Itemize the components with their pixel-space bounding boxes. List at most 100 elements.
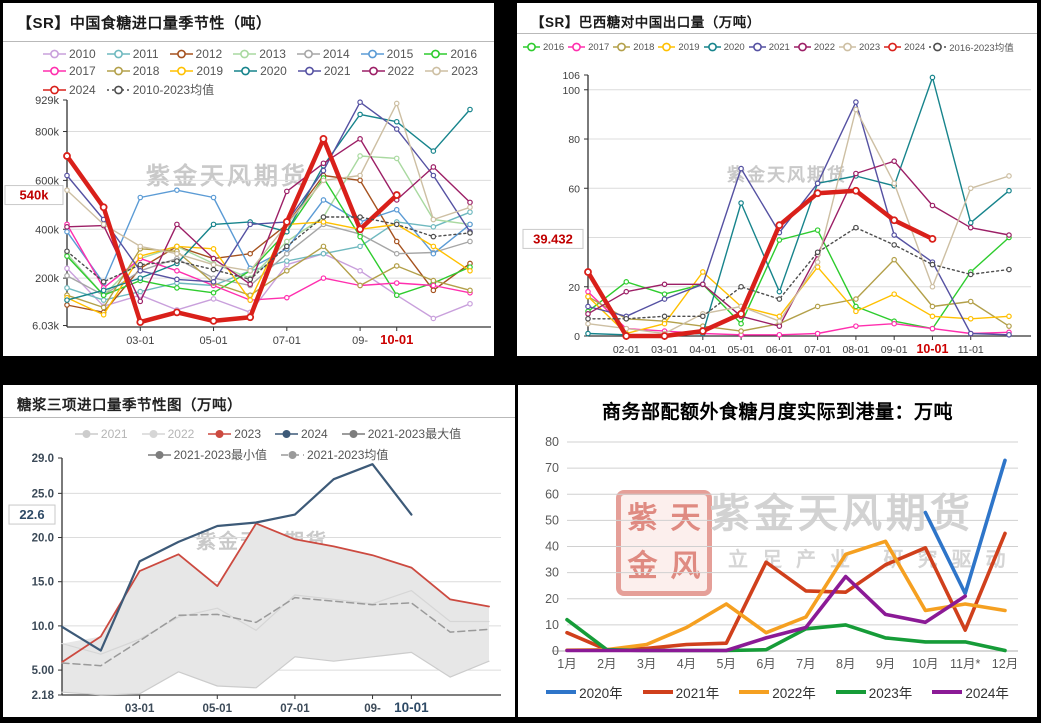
legend-item-label: 2016 bbox=[450, 47, 478, 61]
legend-item-2016[interactable]: 2016 bbox=[523, 40, 564, 54]
legend-item-label: 2018 bbox=[633, 41, 655, 53]
y-tick-label: 0 bbox=[552, 644, 559, 658]
legend-marker-icon bbox=[43, 49, 66, 59]
data-point-2024 bbox=[392, 191, 401, 199]
y-tick-label: 2.18 bbox=[32, 690, 55, 702]
legend-item-2020[interactable]: 2020 bbox=[703, 40, 745, 54]
x-tick-label: 08-01 bbox=[842, 344, 869, 356]
legend-item-2024[interactable]: 2024 bbox=[275, 425, 328, 442]
china-sugar-imports-plot[interactable]: 929k 800k 600k 400k 200k 6.03k 03-01 05-01 07-01… bbox=[3, 3, 494, 356]
data-point-2022 bbox=[284, 188, 290, 195]
data-point-2016-2023均值 bbox=[623, 315, 630, 322]
series-line-2017 bbox=[66, 223, 471, 301]
legend-marker-icon bbox=[360, 49, 384, 59]
data-point-2014 bbox=[64, 272, 70, 279]
data-point-2018 bbox=[320, 243, 327, 250]
legend-item-2012[interactable]: 2012 bbox=[169, 47, 222, 61]
legend-item-label: 2024年 bbox=[965, 686, 1009, 701]
data-point-2021 bbox=[738, 165, 744, 172]
x-tick-label: 07-01 bbox=[273, 335, 301, 347]
legend-marker-icon bbox=[929, 42, 947, 52]
legend-item-2014[interactable]: 2014 bbox=[296, 47, 350, 61]
data-point-2019 bbox=[929, 313, 936, 320]
y-tick-label: 50 bbox=[545, 513, 559, 527]
legend-marker-icon bbox=[106, 85, 130, 94]
data-point-2016-2023均值 bbox=[891, 242, 897, 248]
legend-item-2017[interactable]: 2017 bbox=[43, 64, 96, 78]
legend-item-2010[interactable]: 2010 bbox=[43, 47, 96, 61]
legend-marker-icon bbox=[147, 450, 171, 459]
legend-item-2017[interactable]: 2017 bbox=[568, 40, 609, 54]
legend-item-2010-2023均值[interactable]: 2010-2023均值 bbox=[106, 81, 214, 98]
legend-item-2011[interactable]: 2011 bbox=[106, 47, 159, 61]
series-line-2024 bbox=[60, 463, 413, 652]
legend-item-2021年[interactable]: 2021年 bbox=[642, 682, 719, 702]
data-point-2016 bbox=[776, 237, 783, 243]
legend-item-2023[interactable]: 2023 bbox=[425, 64, 478, 78]
legend-item-2024[interactable]: 2024 bbox=[884, 40, 925, 54]
series-line-2024年 bbox=[565, 574, 967, 653]
legend-item-2021[interactable]: 2021 bbox=[748, 40, 790, 54]
legend-marker-icon bbox=[141, 429, 165, 438]
data-point-2023 bbox=[137, 243, 144, 250]
title-separator bbox=[3, 417, 515, 418]
legend-item-2022[interactable]: 2022 bbox=[793, 40, 835, 54]
legend-item-2024年[interactable]: 2024年 bbox=[932, 682, 1009, 702]
syrup-imports-plot[interactable]: 29.0 25.0 20.0 15.0 10.0 5.00 2.18 03-01 05-01 07… bbox=[3, 385, 515, 717]
legend-item-2020[interactable]: 2020 bbox=[234, 64, 287, 78]
legend-item-2023年[interactable]: 2023年 bbox=[835, 682, 912, 702]
data-point-2022 bbox=[430, 164, 437, 170]
legend-item-2021-2023均值[interactable]: 2021-2023均值 bbox=[281, 446, 388, 463]
data-point-2010-2023均值 bbox=[247, 276, 253, 283]
data-point-2021 bbox=[891, 232, 897, 238]
legend-marker-icon bbox=[748, 42, 766, 52]
legend-item-2018[interactable]: 2018 bbox=[106, 64, 159, 78]
legend-item-2021[interactable]: 2021 bbox=[74, 425, 128, 442]
series-line-2021 bbox=[587, 101, 1010, 336]
data-point-2024 bbox=[99, 203, 108, 212]
legend-marker-icon bbox=[341, 429, 365, 438]
data-point-2016-2023均值 bbox=[661, 313, 668, 320]
legend-item-2020年[interactable]: 2020年 bbox=[546, 682, 623, 702]
legend-item-2023[interactable]: 2023 bbox=[208, 425, 261, 442]
legend-item-label: 2017 bbox=[69, 64, 96, 78]
legend-marker-icon bbox=[425, 66, 449, 76]
data-point-2019 bbox=[320, 219, 327, 225]
legend-marker-icon bbox=[281, 450, 304, 459]
data-point-2016 bbox=[623, 279, 630, 285]
legend-item-2016[interactable]: 2016 bbox=[424, 47, 477, 61]
legend-item-2023[interactable]: 2023 bbox=[838, 40, 880, 54]
brazil-sugar-exports-plot[interactable]: 106 100 80 60 20 0 02-01 03-01 04-01 05-01 06-01 07… bbox=[517, 3, 1037, 356]
x-tick-label: 06-01 bbox=[766, 344, 793, 356]
data-point-2023 bbox=[100, 221, 107, 228]
data-point-2015 bbox=[137, 194, 144, 201]
data-point-2016-2023均值 bbox=[776, 296, 783, 302]
data-point-2023 bbox=[174, 250, 180, 257]
legend-item-2016-2023均值[interactable]: 2016-2023均值 bbox=[929, 40, 1014, 54]
x-tick-label: 12月 bbox=[992, 657, 1018, 671]
legend-item-2022[interactable]: 2022 bbox=[141, 425, 194, 442]
legend-item-2018[interactable]: 2018 bbox=[613, 40, 654, 54]
data-point-2018 bbox=[814, 303, 821, 310]
legend-item-2021-2023最大值[interactable]: 2021-2023最大值 bbox=[341, 425, 461, 442]
series-line-2016 bbox=[66, 177, 471, 296]
legend-item-2021[interactable]: 2021 bbox=[297, 64, 351, 78]
data-point-2017 bbox=[320, 275, 327, 281]
legend-item-2022[interactable]: 2022 bbox=[361, 64, 414, 78]
legend-item-2015[interactable]: 2015 bbox=[360, 47, 413, 61]
legend-item-2019[interactable]: 2019 bbox=[658, 40, 700, 54]
series-line-2023 bbox=[61, 522, 490, 663]
legend-item-2019[interactable]: 2019 bbox=[170, 64, 223, 78]
y-tick-label: 0 bbox=[574, 331, 580, 343]
legend-item-2024[interactable]: 2024 bbox=[43, 81, 96, 98]
y-tick-label: 20.0 bbox=[32, 533, 54, 545]
legend-item-2022年[interactable]: 2022年 bbox=[739, 682, 816, 702]
legend-item-2021-2023最小值[interactable]: 2021-2023最小值 bbox=[147, 446, 267, 463]
x-tick-label: 07-01 bbox=[804, 344, 831, 356]
legend-marker-icon bbox=[233, 49, 257, 59]
data-point-2011 bbox=[64, 285, 70, 291]
y-tick-label: 929k bbox=[35, 95, 59, 107]
mofcom-arrivals-plot[interactable]: 80 70 60 50 40 30 20 10 01月 2月 3月 4月 5月 6月 7月 8月 9月 10月 11… bbox=[518, 385, 1037, 717]
legend-item-2013[interactable]: 2013 bbox=[233, 47, 286, 61]
